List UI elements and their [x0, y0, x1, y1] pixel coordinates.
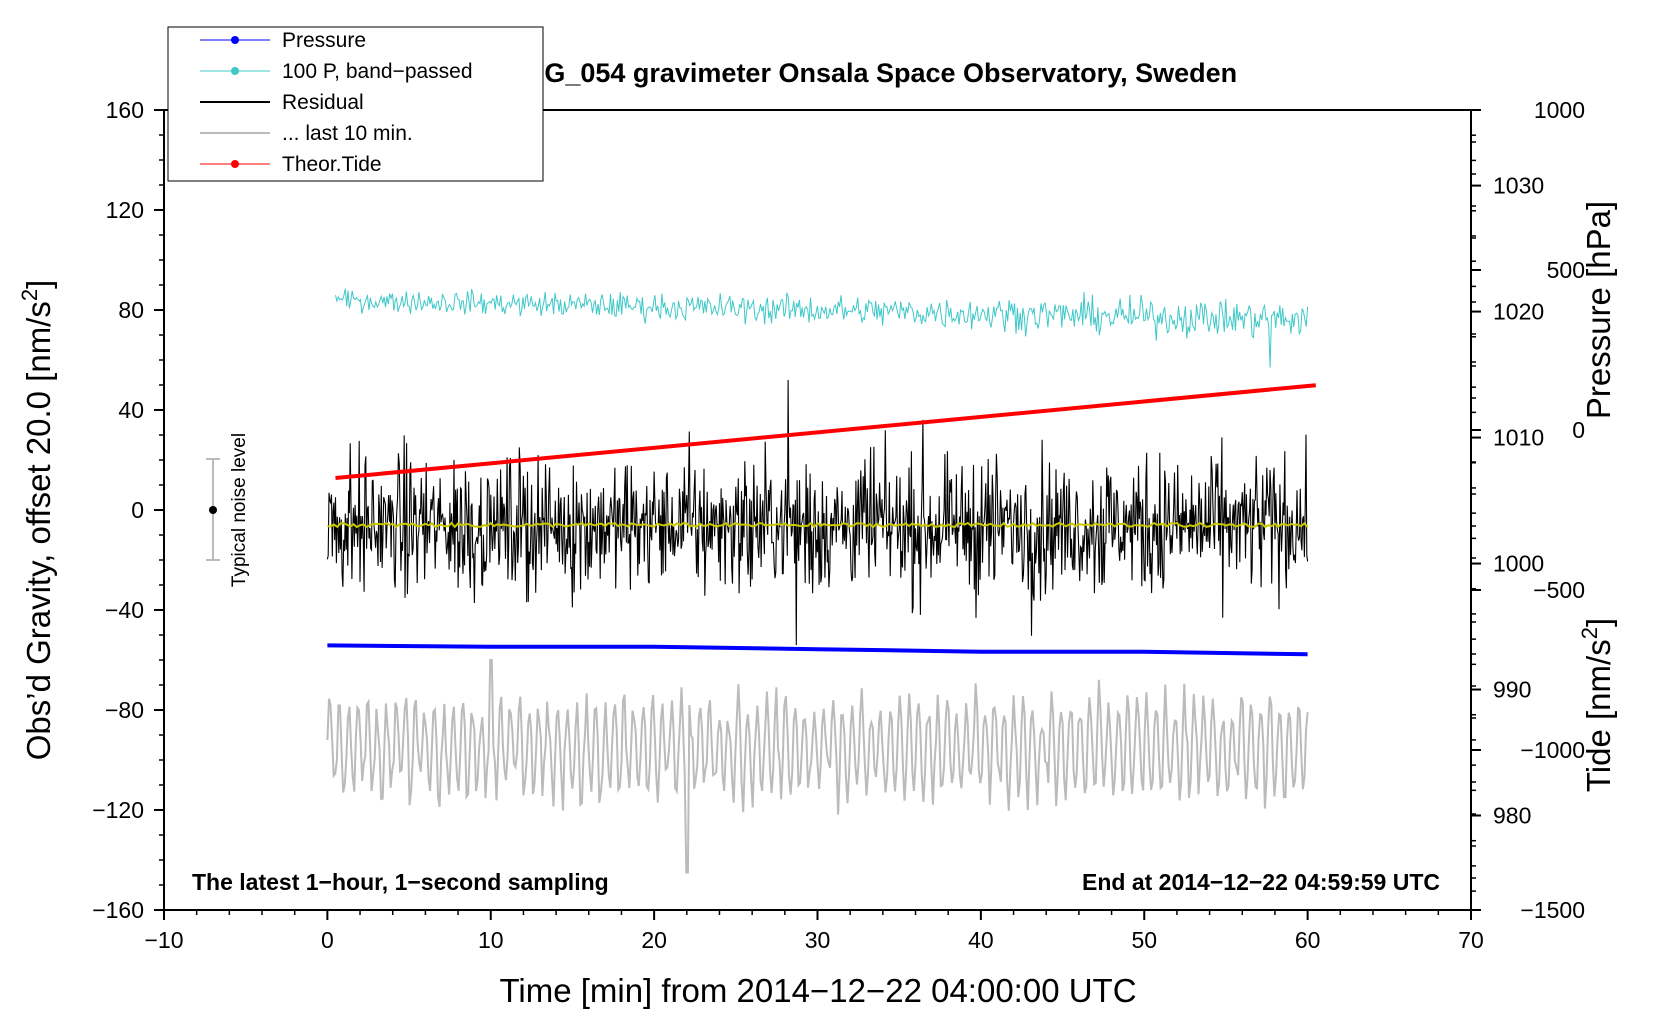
y-tick-label: −80 — [105, 697, 144, 723]
y-tick-label: 0 — [131, 497, 144, 523]
tide-tick-label: 1000 — [1534, 97, 1585, 123]
y-tick-label: 80 — [118, 297, 144, 323]
legend-label: Theor.Tide — [282, 153, 382, 176]
y-axis-pressure-label: Pressure [hPa] — [1580, 201, 1617, 419]
series-residual — [326, 379, 1309, 646]
y-tick-label: 40 — [118, 397, 144, 423]
pressure-tick-label: 1000 — [1493, 551, 1544, 577]
x-tick-label: 30 — [805, 927, 831, 953]
y-axis-left-label-end: ] — [20, 280, 57, 289]
x-axis-label: Time [min] from 2014−12−22 04:00:00 UTC — [499, 972, 1136, 1009]
x-tick-label: 40 — [968, 927, 994, 953]
legend-label: 100 P, band−passed — [282, 60, 473, 83]
legend-label: Pressure — [282, 29, 366, 52]
series-residual-mean — [327, 521, 1309, 529]
note-bottom-left: The latest 1−hour, 1−second sampling — [192, 869, 609, 895]
y-axis-tide-label: Tide [nm/s2] — [1577, 618, 1617, 792]
y-axis-left-label: Obs’d Gravity, offset 20.0 [nm/s2] — [17, 280, 57, 761]
legend-label: Residual — [282, 91, 364, 114]
x-tick-label: −10 — [144, 927, 183, 953]
tide-tick-label: 0 — [1572, 417, 1585, 443]
pressure-tick-label: 1030 — [1493, 173, 1544, 199]
pressure-tick-label: 990 — [1493, 677, 1531, 703]
x-tick-label: 20 — [641, 927, 667, 953]
y-tick-label: −160 — [92, 897, 144, 923]
x-tick-label: 60 — [1295, 927, 1321, 953]
series-pressure — [327, 643, 1308, 657]
y-axis-tide-label-main: Tide [nm/s — [1580, 639, 1617, 792]
legend-items: Pressure 100 P, band−passed Residual ... la… — [200, 29, 473, 176]
series-band-passed-pressure — [335, 288, 1309, 368]
y-axis-tide: −1500 −1000 −500 0 500 1000 — [1471, 97, 1585, 923]
y-tick-label: 120 — [106, 197, 144, 223]
series-theor-tide — [335, 383, 1316, 480]
y-axis-tide-label-sup: 2 — [1577, 627, 1602, 639]
legend-swatch-marker — [231, 160, 239, 168]
chart-title: SCG_054 gravimeter Onsala Space Observat… — [507, 58, 1237, 88]
legend-swatch-marker — [231, 67, 239, 75]
y-axis-left-label-main: Obs’d Gravity, offset 20.0 [nm/s — [20, 301, 57, 760]
y-tick-label: 160 — [106, 97, 144, 123]
x-tick-label: 70 — [1458, 927, 1484, 953]
legend-box — [167, 26, 544, 182]
pressure-tick-label: 1010 — [1493, 425, 1544, 451]
y-axis-left: −160 −120 −80 −40 0 40 80 120 160 — [92, 97, 164, 923]
x-tick-label: 10 — [478, 927, 504, 953]
series-last-10-min — [326, 659, 1309, 874]
note-bottom-right: End at 2014−12−22 04:59:59 UTC — [1082, 869, 1440, 895]
tide-tick-label: 500 — [1547, 257, 1585, 283]
noise-indicator: Typical noise level — [206, 433, 250, 587]
x-tick-label: 50 — [1131, 927, 1157, 953]
pressure-tick-label: 1020 — [1493, 299, 1544, 325]
x-tick-label: 0 — [321, 927, 334, 953]
tide-tick-label: −1000 — [1520, 737, 1585, 763]
y-axis-pressure: 980 990 1000 1010 1020 1030 — [1471, 109, 1544, 892]
x-axis: −10 0 10 20 30 40 50 60 70 — [144, 910, 1484, 953]
y-tick-label: −120 — [92, 797, 144, 823]
tide-tick-label: −1500 — [1520, 897, 1585, 923]
pressure-tick-label: 980 — [1493, 803, 1531, 829]
noise-label: Typical noise level — [229, 433, 250, 587]
noise-center-dot — [209, 506, 217, 514]
legend-label: ... last 10 min. — [282, 122, 413, 145]
tide-tick-label: −500 — [1533, 577, 1585, 603]
series-layer — [326, 288, 1316, 874]
y-axis-left-label-sup: 2 — [17, 289, 42, 301]
legend: Pressure 100 P, band−passed Residual ... la… — [167, 26, 544, 182]
legend-swatch-marker — [231, 36, 239, 44]
y-tick-label: −40 — [105, 597, 144, 623]
y-axis-tide-label-end: ] — [1580, 618, 1617, 627]
